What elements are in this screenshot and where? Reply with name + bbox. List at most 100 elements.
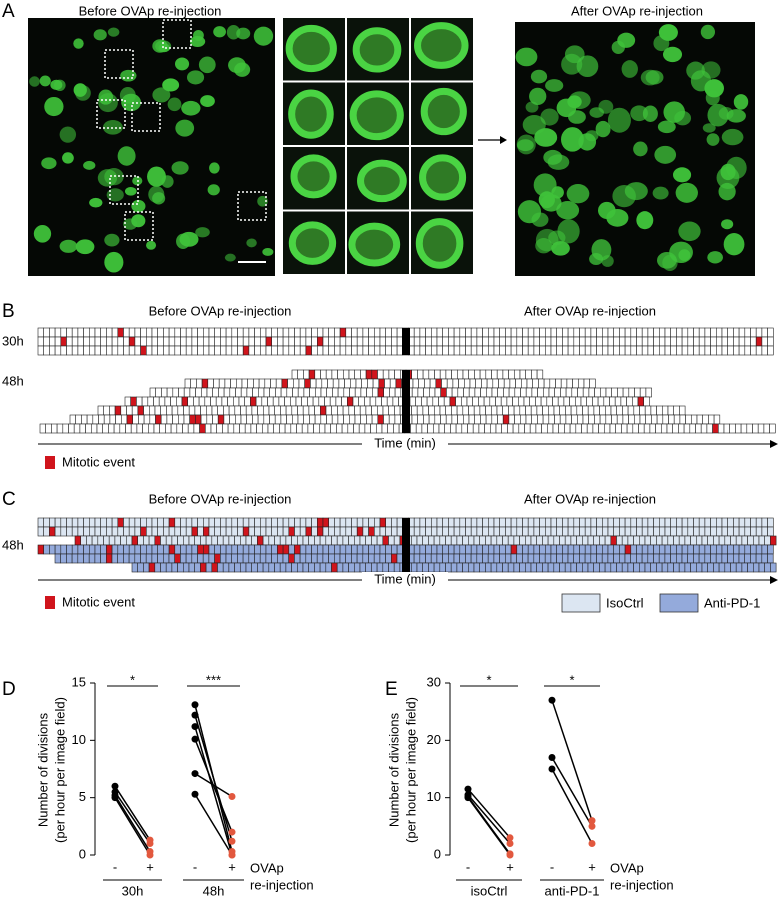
grid-cell bbox=[333, 553, 341, 564]
grid-cell bbox=[285, 535, 292, 546]
grid-cell bbox=[302, 405, 310, 416]
x-tick-label: - bbox=[113, 859, 117, 874]
grid-cell bbox=[525, 414, 532, 425]
grid-cell bbox=[556, 526, 563, 537]
grid-cell bbox=[141, 396, 149, 407]
grid-cell bbox=[615, 423, 622, 434]
grid-cell bbox=[413, 526, 421, 537]
grid-cell bbox=[117, 553, 124, 564]
grid-cell bbox=[320, 387, 327, 398]
grid-cell bbox=[149, 405, 156, 416]
grid-cell bbox=[373, 345, 381, 356]
grid-cell bbox=[430, 517, 438, 528]
grid-cell bbox=[376, 535, 384, 546]
grid-cell bbox=[527, 345, 535, 356]
grid-cell bbox=[428, 405, 435, 416]
grid-cell bbox=[643, 423, 651, 434]
grid-cell bbox=[151, 336, 158, 347]
grid-cell bbox=[360, 387, 367, 398]
grid-cell bbox=[165, 562, 173, 573]
grid-cell bbox=[689, 423, 696, 434]
grid-cell bbox=[353, 562, 361, 573]
grid-cell bbox=[302, 535, 309, 546]
mitotic-event bbox=[117, 327, 124, 338]
grid-cell bbox=[744, 544, 751, 555]
grid-cell bbox=[651, 414, 658, 425]
grid-cell bbox=[536, 562, 543, 573]
grid-cell bbox=[574, 396, 582, 407]
grid-cell bbox=[257, 405, 264, 416]
grid-cell bbox=[445, 369, 452, 380]
grid-cell bbox=[522, 553, 529, 564]
grid-cell bbox=[487, 553, 495, 564]
grid-cell bbox=[590, 517, 597, 528]
grid-cell bbox=[354, 369, 361, 380]
grid-cell bbox=[286, 414, 293, 425]
grid-cell bbox=[261, 396, 268, 407]
grid-cell bbox=[724, 535, 731, 546]
grid-cell bbox=[573, 517, 580, 528]
grid-cell bbox=[210, 423, 217, 434]
cell bbox=[567, 95, 582, 109]
grid-cell bbox=[700, 423, 708, 434]
grid-cell bbox=[493, 544, 500, 555]
grid-cell bbox=[617, 387, 624, 398]
grid-cell bbox=[587, 405, 595, 416]
mitotic-event bbox=[74, 535, 81, 546]
mitotic-event bbox=[203, 544, 210, 555]
grid-cell bbox=[276, 553, 284, 564]
grid-cell bbox=[507, 562, 515, 573]
grid-cell bbox=[353, 423, 360, 434]
grid-cell bbox=[212, 387, 219, 398]
grid-cell bbox=[362, 336, 369, 347]
grid-cell bbox=[456, 562, 463, 573]
grid-cell bbox=[172, 414, 179, 425]
grid-cell bbox=[114, 535, 121, 546]
cell bbox=[607, 107, 631, 133]
grid-cell bbox=[413, 517, 421, 528]
grid-cell bbox=[220, 345, 227, 356]
grid-cell bbox=[542, 535, 549, 546]
grid-cell bbox=[439, 369, 447, 380]
grid-cell bbox=[131, 562, 138, 573]
grid-cell bbox=[515, 378, 522, 389]
grid-cell bbox=[645, 414, 652, 425]
grid-cell bbox=[117, 345, 124, 356]
grid-cell bbox=[533, 336, 540, 347]
grid-cell bbox=[586, 396, 593, 407]
grid-cell bbox=[422, 369, 430, 380]
grid-cell bbox=[299, 544, 307, 555]
grid-cell bbox=[291, 562, 298, 573]
grid-cell bbox=[305, 553, 312, 564]
grid-cell bbox=[479, 562, 486, 573]
grid-cell bbox=[254, 327, 261, 338]
grid-cell bbox=[183, 562, 190, 573]
grid-cell bbox=[451, 405, 458, 416]
grid-cell bbox=[383, 414, 390, 425]
grid-cell bbox=[638, 562, 646, 573]
legend-label: Mitotic event bbox=[62, 594, 135, 609]
cell bbox=[171, 161, 189, 175]
grid-cell bbox=[681, 345, 689, 356]
grid-cell bbox=[530, 535, 537, 546]
grid-cell bbox=[109, 414, 116, 425]
grid-cell bbox=[94, 526, 101, 537]
grid-cell bbox=[123, 336, 130, 347]
cell bbox=[706, 133, 720, 146]
grid-cell bbox=[54, 327, 62, 338]
grid-cell bbox=[647, 553, 654, 564]
mitotic-event bbox=[346, 396, 354, 407]
grid-cell bbox=[673, 562, 680, 573]
grid-cell bbox=[544, 526, 552, 537]
grid-cell bbox=[664, 345, 671, 356]
grid-cell bbox=[576, 535, 583, 546]
mitotic-event bbox=[624, 544, 632, 555]
grid-cell bbox=[208, 526, 215, 537]
mitotic-event bbox=[60, 336, 67, 347]
grid-cell bbox=[75, 414, 82, 425]
grid-cell bbox=[37, 345, 44, 356]
grid-cell bbox=[237, 327, 244, 338]
grid-cell bbox=[459, 517, 466, 528]
grid-cell bbox=[596, 526, 603, 537]
grid-cell bbox=[297, 414, 304, 425]
